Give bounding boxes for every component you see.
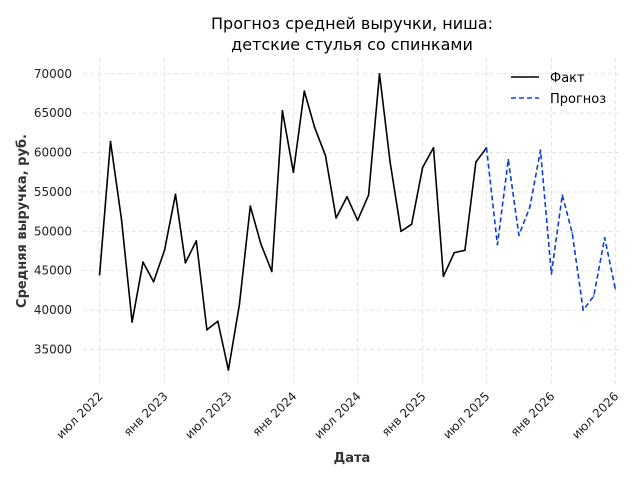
x-tick-label: июл 2022 [53, 389, 105, 441]
point-fact [152, 280, 155, 283]
point-fact [260, 243, 262, 245]
legend-label-forecast: Прогноз [550, 92, 606, 107]
point-forecast [539, 149, 542, 151]
point-forecast [571, 232, 574, 234]
x-tick-label: июл 2025 [440, 389, 492, 441]
chart-title-line-2: детские стулья со спинками [231, 35, 473, 54]
point-forecast [507, 158, 510, 161]
y-tick-label: 60000 [34, 146, 72, 160]
point-forecast [518, 234, 520, 237]
point-forecast [592, 295, 595, 297]
point-fact [464, 249, 466, 252]
point-fact [432, 147, 435, 149]
point-fact [131, 321, 133, 323]
point-fact [98, 273, 101, 276]
point-fact [346, 195, 348, 198]
point-fact [195, 240, 198, 242]
point-fact [356, 219, 359, 222]
legend-label-fact: Факт [550, 71, 585, 86]
point-fact [142, 261, 144, 263]
point-fact [238, 303, 241, 306]
point-fact [475, 161, 477, 163]
x-tick-label: янв 2026 [508, 389, 558, 439]
x-tick-label: июл 2026 [569, 389, 621, 441]
x-tick-label: янв 2023 [121, 389, 171, 439]
y-axis-ticks: 35000 40000 45000 50000 55000 60000 65000 70000 [34, 67, 72, 357]
point-fact [184, 262, 187, 264]
y-tick-label: 65000 [34, 106, 72, 120]
y-tick-label: 45000 [34, 264, 72, 278]
y-axis-label: Средняя выручка, руб. [15, 134, 30, 308]
point-fact [324, 154, 327, 157]
point-forecast [550, 273, 553, 275]
x-axis-label: Дата [334, 451, 371, 466]
point-fact [400, 230, 402, 233]
point-fact [217, 320, 219, 322]
chart-title-line-1: Прогноз средней выручки, ниша: [211, 14, 493, 33]
x-tick-label: июл 2023 [182, 389, 234, 441]
point-fact [174, 193, 177, 196]
y-tick-label: 70000 [34, 67, 72, 81]
point-fact [206, 329, 208, 331]
point-fact [271, 270, 273, 273]
point-forecast [485, 147, 488, 149]
point-fact [442, 275, 445, 278]
point-fact [313, 126, 316, 129]
x-axis-ticks: июл 2022 янв 2023 июл 2023 янв 2024 июл 2024… [53, 389, 621, 441]
y-tick-label: 50000 [34, 224, 72, 238]
point-fact [227, 369, 230, 371]
point-fact [367, 194, 370, 196]
x-tick-label: янв 2025 [379, 389, 429, 439]
point-forecast [614, 288, 617, 290]
point-fact [292, 171, 295, 174]
point-fact [163, 249, 166, 252]
point-fact [421, 166, 424, 169]
grid [83, 58, 622, 385]
y-tick-label: 40000 [34, 303, 72, 317]
legend: Факт Прогноз [511, 71, 606, 107]
y-tick-label: 35000 [34, 343, 72, 357]
x-tick-label: июл 2024 [311, 389, 363, 441]
series-line-forecast [485, 147, 617, 311]
point-fact [378, 72, 381, 75]
point-forecast [529, 206, 531, 208]
point-fact [389, 161, 391, 163]
point-fact [303, 90, 306, 92]
point-fact [335, 217, 337, 219]
point-fact [109, 140, 112, 143]
point-fact [453, 251, 456, 254]
point-fact [410, 223, 413, 226]
point-forecast [582, 309, 584, 311]
point-fact [120, 218, 123, 221]
point-forecast [496, 243, 499, 246]
point-fact [249, 205, 252, 207]
point-fact [281, 109, 284, 112]
y-tick-label: 55000 [34, 185, 72, 199]
x-tick-label: янв 2024 [250, 389, 300, 439]
point-forecast [603, 236, 606, 239]
point-forecast [561, 194, 564, 196]
series [98, 72, 617, 371]
